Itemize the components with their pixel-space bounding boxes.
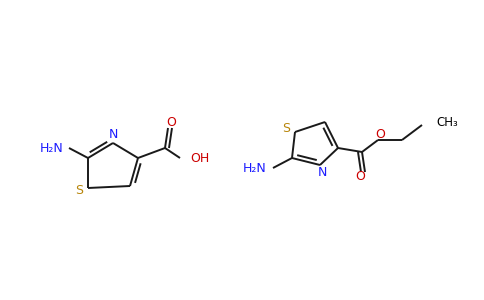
Text: CH₃: CH₃	[436, 116, 458, 130]
Text: N: N	[108, 128, 118, 142]
Text: O: O	[166, 116, 176, 130]
Text: S: S	[75, 184, 83, 196]
Text: O: O	[375, 128, 385, 140]
Text: O: O	[355, 170, 365, 184]
Text: H₂N: H₂N	[243, 161, 267, 175]
Text: S: S	[282, 122, 290, 136]
Text: N: N	[318, 167, 327, 179]
Text: H₂N: H₂N	[40, 142, 64, 154]
Text: OH: OH	[190, 152, 209, 166]
